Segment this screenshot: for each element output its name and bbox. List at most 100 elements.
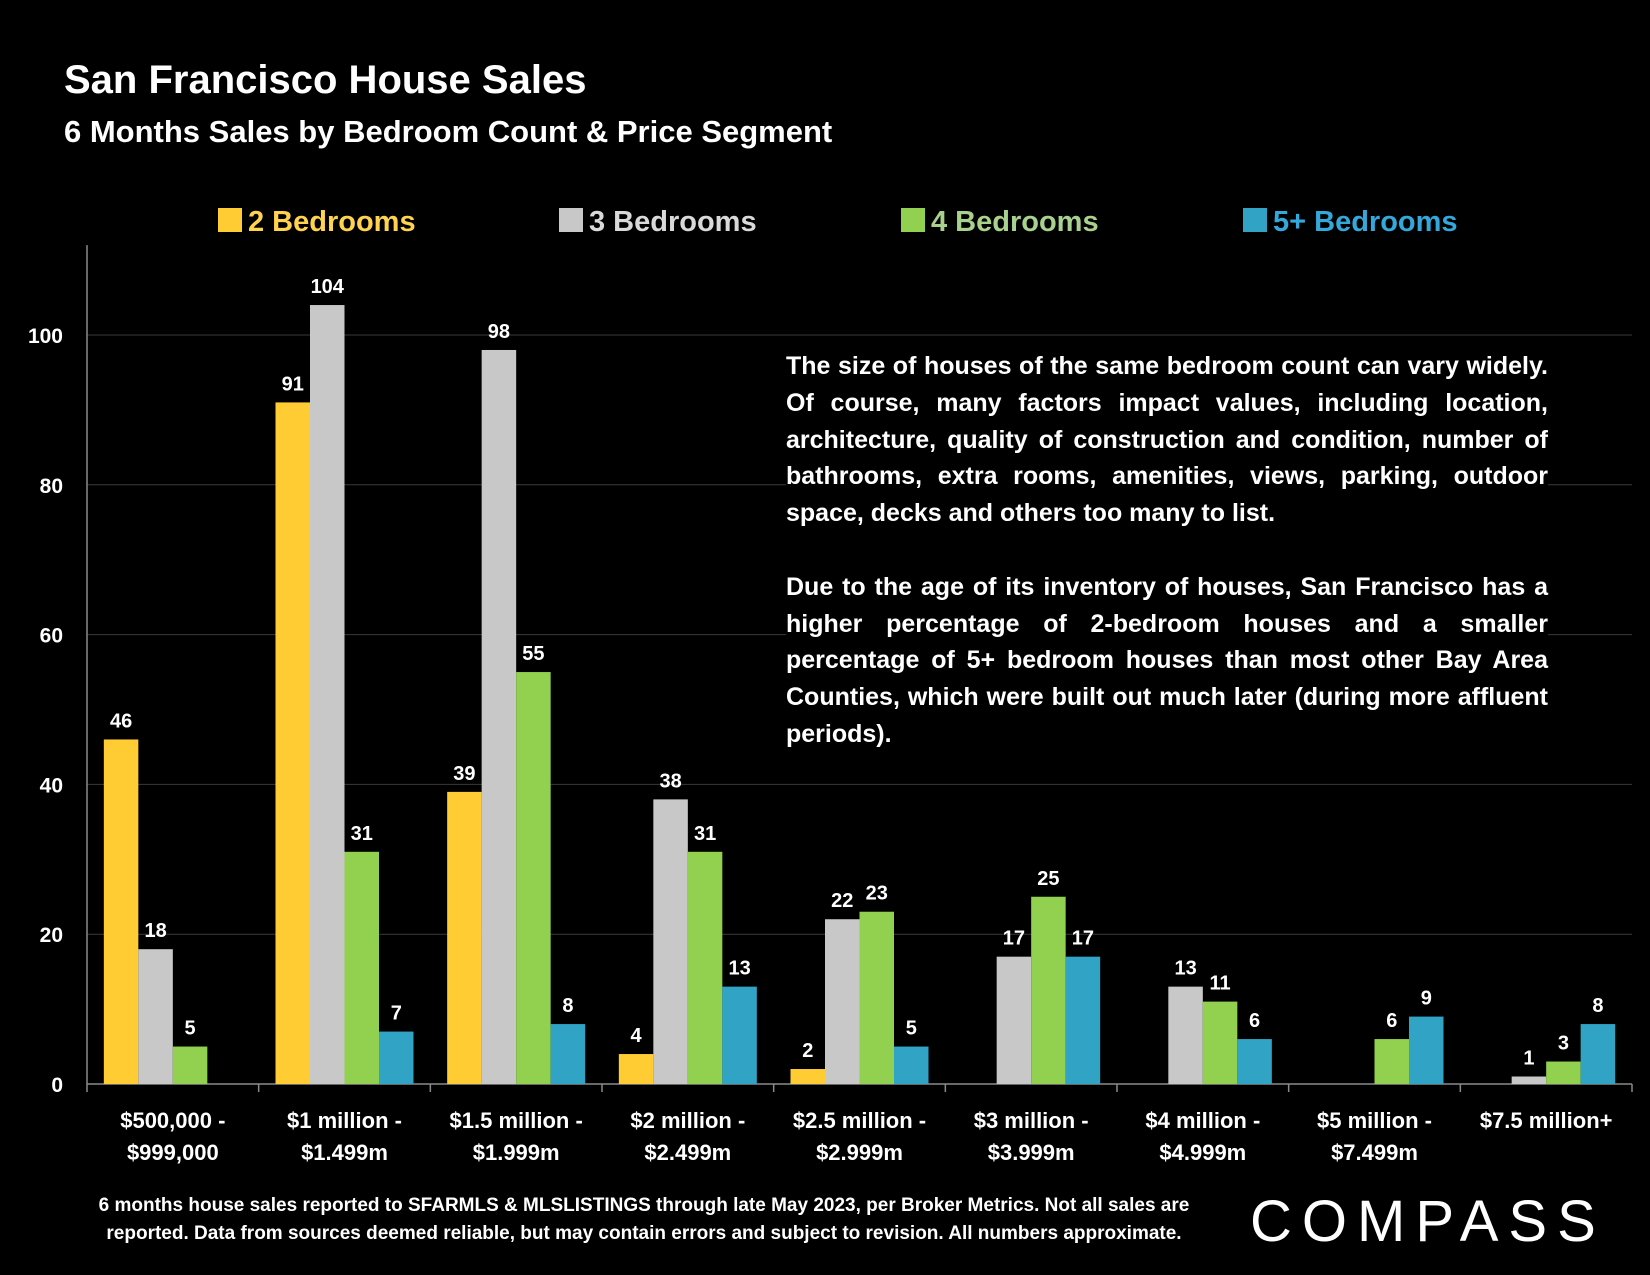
bar-value-label: 8 <box>1592 995 1603 1017</box>
bar <box>825 919 860 1084</box>
bar <box>481 349 517 1085</box>
x-tick-label: $7.5 million+ <box>1480 1108 1613 1133</box>
bar <box>275 402 310 1084</box>
bar-value-label: 18 <box>144 920 166 942</box>
bar-value-label: 9 <box>1421 988 1432 1010</box>
x-tick-label: $2.5 million - <box>793 1108 926 1133</box>
x-tick-label: $2.999m <box>816 1140 903 1165</box>
bar <box>138 949 173 1084</box>
bar <box>1409 1016 1444 1084</box>
bar-value-label: 98 <box>488 321 510 343</box>
footnote-line-1: 6 months house sales reported to SFARMLS… <box>98 1195 1190 1216</box>
bar <box>1031 896 1066 1084</box>
bar <box>996 956 1032 1084</box>
bar-value-label: 17 <box>1072 928 1094 950</box>
bar-value-label: 13 <box>1174 958 1196 980</box>
x-tick-label: $999,000 <box>127 1140 219 1165</box>
legend-label: 3 Bedrooms <box>589 206 757 238</box>
bar-value-label: 2 <box>802 1040 813 1062</box>
x-tick-label: $3 million - <box>974 1108 1089 1133</box>
bar-value-label: 22 <box>831 890 853 912</box>
bar <box>1202 1001 1238 1084</box>
legend-swatch <box>1243 208 1267 232</box>
bar <box>1374 1039 1409 1084</box>
axes: 0 20 40 60 80 100 $500,000 - $999,000 $1 million… <box>28 245 1633 1165</box>
bars <box>103 305 1616 1085</box>
x-tick-label: $1.499m <box>301 1140 388 1165</box>
bar <box>894 1046 929 1084</box>
bar-value-label: 11 <box>1210 973 1231 995</box>
legend: 2 Bedrooms 3 Bedrooms 4 Bedrooms 5+ Bedroom… <box>218 206 1458 238</box>
bar-value-label: 55 <box>522 643 544 665</box>
y-tick-label-80: 80 <box>40 475 63 498</box>
bar <box>1580 1024 1616 1084</box>
bar-value-label: 13 <box>728 958 750 980</box>
bar-value-label: 91 <box>282 373 304 395</box>
bar <box>447 791 482 1084</box>
source-footnote: 6 months house sales reported to SFARMLS… <box>54 1192 1234 1248</box>
bar-value-label: 1 <box>1523 1048 1534 1070</box>
x-tick-label: $4.999m <box>1159 1140 1246 1165</box>
x-tick-label: $1.999m <box>473 1140 560 1165</box>
y-tick-label-20: 20 <box>40 924 63 947</box>
compass-logo: COMPASS <box>1250 1189 1606 1254</box>
bar-value-label: 104 <box>311 276 345 298</box>
bar <box>344 851 379 1084</box>
page-title: San Francisco House Sales <box>64 58 587 102</box>
bar-value-label: 5 <box>185 1018 196 1040</box>
bar-value-label: 31 <box>351 823 373 845</box>
bar <box>1065 956 1101 1084</box>
bar-value-label: 3 <box>1558 1033 1569 1055</box>
bar-value-label: 31 <box>694 823 716 845</box>
bar <box>722 986 757 1084</box>
bar-value-label: 6 <box>1386 1010 1397 1032</box>
bar <box>1237 1039 1272 1084</box>
bar <box>687 851 723 1084</box>
bar <box>653 799 688 1084</box>
y-tick-label-40: 40 <box>40 774 63 797</box>
bar <box>310 305 345 1084</box>
legend-swatch <box>901 208 925 232</box>
bar <box>550 1024 586 1084</box>
bar-value-label: 17 <box>1003 928 1025 950</box>
y-tick-label-100: 100 <box>28 325 63 348</box>
bar <box>859 911 894 1084</box>
bar-value-label: 5 <box>906 1018 917 1040</box>
bar <box>790 1069 825 1084</box>
annotation-text-box: The size of houses of the same bedroom c… <box>786 348 1548 753</box>
annotation-paragraph-2: Due to the age of its inventory of house… <box>786 572 1548 748</box>
x-tick-label: $500,000 - <box>120 1108 225 1133</box>
x-tick-label: $7.499m <box>1331 1140 1418 1165</box>
bar-value-label: 39 <box>453 763 475 785</box>
bar-value-label: 8 <box>562 995 573 1017</box>
page-subtitle: 6 Months Sales by Bedroom Count & Price … <box>64 114 833 149</box>
bar-value-label: 25 <box>1037 868 1059 890</box>
x-tick-label: $3.999m <box>988 1140 1075 1165</box>
legend-label: 4 Bedrooms <box>931 206 1099 238</box>
bar <box>1168 986 1203 1084</box>
x-tick-label: $2.499m <box>644 1140 731 1165</box>
bar <box>1511 1076 1547 1084</box>
legend-label: 2 Bedrooms <box>248 206 416 238</box>
bar-value-label: 38 <box>659 770 681 792</box>
legend-swatch <box>559 208 583 232</box>
x-tick-label: $2 million - <box>630 1108 745 1133</box>
x-tick-label: $1.5 million - <box>450 1108 583 1133</box>
annotation-paragraph-1: The size of houses of the same bedroom c… <box>786 352 1548 528</box>
footnote-line-2: reported. Data from sources deemed relia… <box>106 1223 1182 1244</box>
legend-swatch <box>218 208 242 232</box>
bar <box>379 1031 414 1084</box>
bar-value-label: 46 <box>110 710 132 732</box>
bar <box>618 1054 654 1084</box>
legend-label: 5+ Bedrooms <box>1273 206 1458 238</box>
y-tick-label-0: 0 <box>51 1074 63 1097</box>
bar-value-label: 4 <box>631 1025 643 1047</box>
bar <box>516 672 551 1084</box>
bar <box>1546 1061 1581 1084</box>
bar-value-label: 23 <box>866 883 888 905</box>
x-tick-label: $5 million - <box>1317 1108 1432 1133</box>
bar-value-label: 6 <box>1249 1010 1260 1032</box>
x-tick-label: $4 million - <box>1145 1108 1260 1133</box>
